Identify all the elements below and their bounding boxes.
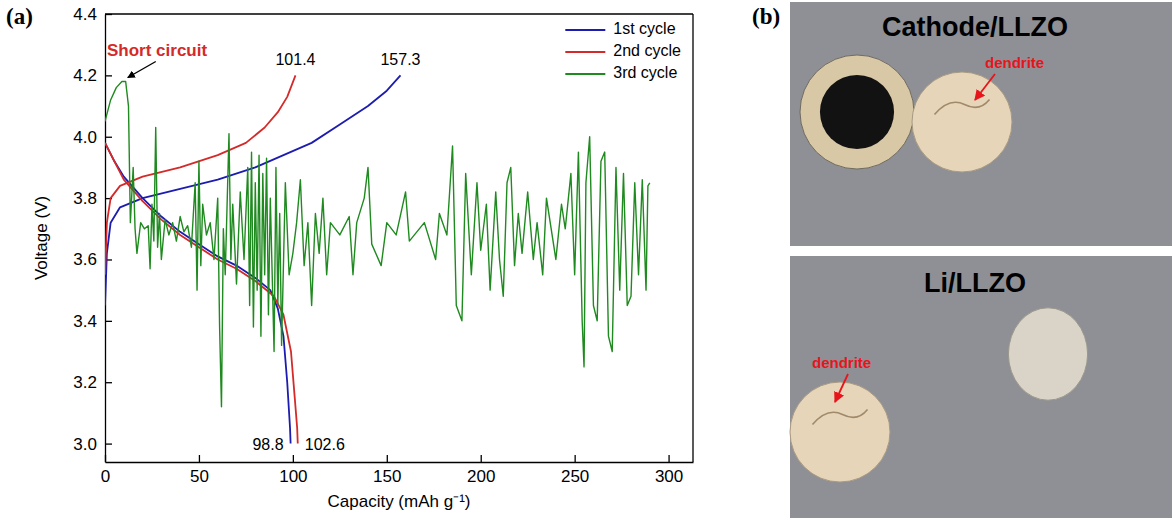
legend: 1st cycle 2nd cycle 3rd cycle	[565, 20, 681, 81]
series-line	[105, 82, 650, 407]
tick-label: 3.8	[73, 189, 97, 208]
cathode-disc	[820, 75, 894, 149]
callout-arrow	[835, 374, 848, 402]
tick-label: 4.0	[73, 128, 97, 147]
tick: 100	[279, 455, 307, 486]
x-axis: 0 50 100 150 200 250 300	[101, 455, 694, 486]
tick-label: 4.4	[73, 5, 97, 24]
tick: 3.0	[73, 435, 112, 454]
tick-label: 3.0	[73, 435, 97, 454]
tick: 200	[467, 455, 495, 486]
capacity-label: 101.4	[275, 51, 315, 68]
tick: 3.8	[73, 189, 112, 208]
sample-disc	[1008, 308, 1087, 400]
capacity-label: 102.6	[305, 436, 345, 453]
photo: Cathode/LLZO dendrite	[790, 2, 1172, 246]
tick-mark	[105, 321, 112, 322]
tick-label: 3.6	[73, 250, 97, 269]
tick-label: 300	[655, 467, 683, 486]
dendrite-trace	[813, 410, 868, 425]
tick: 4.2	[73, 66, 112, 85]
tick-label: 4.2	[73, 66, 97, 85]
frame-top	[105, 13, 693, 14]
tick: 50	[190, 455, 209, 486]
capacity-label: 157.3	[380, 51, 420, 68]
y-axis-title: Voltage (V)	[32, 196, 51, 280]
tick-mark	[668, 455, 669, 462]
tick-label: 0	[101, 467, 110, 486]
legend-label: 2nd cycle	[613, 42, 681, 59]
sample-holder	[800, 55, 914, 169]
tick: 3.4	[73, 312, 112, 331]
frame-right	[692, 14, 693, 462]
photo-title: Li/LLZO	[924, 268, 1026, 298]
tick-label: 3.4	[73, 312, 97, 331]
panel-label: (a)	[6, 4, 33, 29]
tick-mark	[105, 443, 112, 444]
tick-mark	[105, 137, 112, 138]
plot-area	[105, 75, 650, 443]
photo-background	[790, 2, 1172, 246]
tick-label: 50	[190, 467, 209, 486]
callout-label: dendrite	[985, 54, 1044, 71]
annotation-arrow	[128, 62, 156, 78]
tick-mark	[574, 455, 575, 462]
tick: 250	[561, 455, 589, 486]
dendrite-trace	[935, 100, 990, 115]
x-axis-line	[106, 462, 694, 463]
tick-mark	[105, 75, 112, 76]
legend-swatch	[565, 29, 605, 31]
photo-title: Cathode/LLZO	[882, 12, 1068, 42]
tick-label: 150	[373, 467, 401, 486]
tick-mark	[293, 455, 294, 462]
legend-label: 3rd cycle	[613, 64, 677, 81]
tick-label: 3.2	[73, 373, 97, 392]
callout-arrow	[975, 74, 995, 100]
llzo-pellet	[790, 382, 890, 482]
annotation: Short circuit	[107, 41, 207, 60]
tick-mark	[387, 455, 388, 462]
tick: 300	[655, 455, 683, 486]
tick: 150	[373, 455, 401, 486]
figure: (a) 0 50 100 150 200 250 300 3.0 3.2 3.4 3.6 3.8 4.0 4…	[0, 0, 1176, 520]
tick-mark	[199, 455, 200, 462]
tick-mark	[481, 455, 482, 462]
tick-mark	[105, 382, 112, 383]
x-axis-title: Capacity (mAh g⁻¹)	[328, 492, 471, 511]
photo-background	[790, 256, 1172, 518]
legend-label: 1st cycle	[613, 20, 675, 37]
panel-label: (b)	[752, 4, 780, 29]
tick: 3.2	[73, 373, 112, 392]
callout-label: dendrite	[812, 354, 871, 371]
capacity-label: 98.8	[252, 436, 283, 453]
legend-swatch	[565, 51, 605, 53]
tick-label: 100	[279, 467, 307, 486]
tick-label: 250	[561, 467, 589, 486]
tick-label: 200	[467, 467, 495, 486]
legend-swatch	[565, 73, 605, 75]
llzo-pellet	[912, 72, 1012, 172]
photo: Li/LLZO dendrite	[790, 256, 1172, 518]
